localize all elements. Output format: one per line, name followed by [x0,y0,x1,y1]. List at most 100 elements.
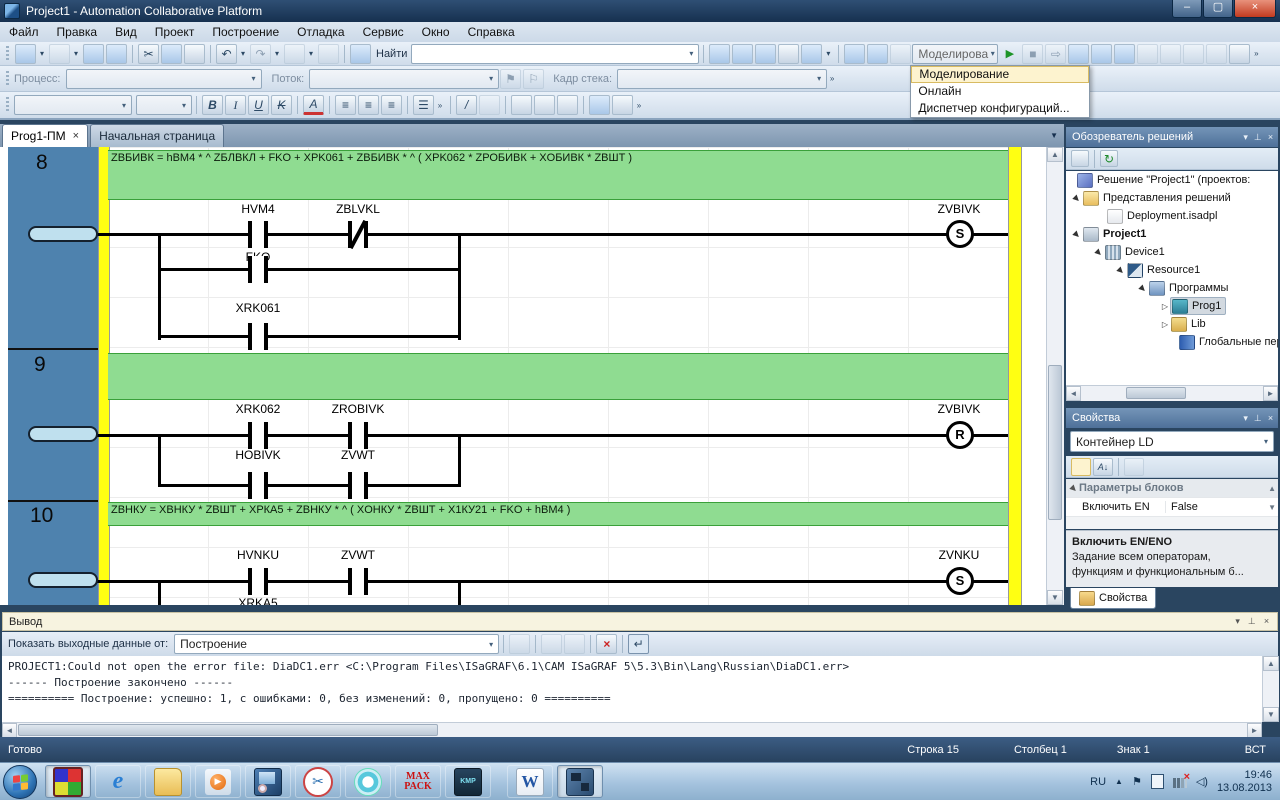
next-message-icon[interactable] [564,634,586,654]
font-size-arrow[interactable]: ▾ [181,100,186,110]
replace-icon[interactable] [755,43,777,64]
expand-icon[interactable]: ▶ [1071,228,1083,240]
rung9-comment[interactable] [108,353,1008,400]
insert-block-icon[interactable] [557,95,578,115]
align-right-icon[interactable]: ≡ [381,95,402,115]
start-debug-icon[interactable]: ▶ [1005,48,1015,60]
scroll-down-icon[interactable]: ▼ [1263,707,1279,722]
coil-set[interactable]: S [946,567,974,595]
grid-scroll-up-icon[interactable]: ▲ [1268,483,1276,493]
rung10-comment[interactable]: ZВНКУ = XВНКУ * ZВШТ + XРКА5 + ZВНКУ * ^… [108,502,1008,526]
close-panel-icon[interactable]: × [1267,412,1273,423]
find-combo[interactable]: ▾ [411,43,700,64]
clipboard-tray-icon[interactable] [1150,774,1164,789]
grid-scroll-down-icon[interactable]: ▼ [1268,502,1276,512]
taskbar-app-acp[interactable] [45,765,91,798]
tree-item-programs[interactable]: ▶ Программы [1137,280,1229,296]
select-mode-icon[interactable] [589,95,610,115]
property-row[interactable]: Включить EN False ▼ [1066,498,1278,517]
tree-item-deployment[interactable]: Deployment.isadpl [1066,207,1278,225]
tab-prog1[interactable]: Prog1-ПМ × [2,124,89,147]
contact-label[interactable]: XRKA5 [238,596,278,605]
contact-no[interactable] [248,472,268,499]
find-combo-arrow[interactable]: ▾ [689,49,694,58]
stack-frame-combo[interactable]: ▾ [617,68,828,89]
execute-cycle-icon[interactable] [1183,43,1205,64]
solution-explorer-header[interactable]: Обозреватель решений ▾ ⊥ × [1066,127,1278,147]
coil-label[interactable]: ZVBIVK [937,402,981,416]
stop-build-icon[interactable] [890,43,912,64]
outline-dropdown-icon[interactable]: ▾ [826,49,831,58]
contact-label[interactable]: XRK061 [235,301,281,315]
pointer-mode-icon[interactable] [612,95,633,115]
taskbar-app-maxpack[interactable]: MAX PACK [395,765,441,798]
coil-label[interactable]: ZVNKU [938,548,980,562]
bold-icon[interactable]: B [202,95,223,115]
prev-message-icon[interactable] [541,634,563,654]
coil-reset[interactable]: R [946,421,974,449]
close-panel-icon[interactable]: × [1267,131,1273,142]
contact-nc[interactable] [348,219,368,250]
contact-no[interactable] [248,221,268,248]
output-filter-combo[interactable]: Построение ▾ [174,634,500,654]
language-indicator[interactable]: RU [1090,775,1107,788]
redo-dropdown-icon[interactable]: ▾ [274,49,279,58]
scroll-down-icon[interactable]: ▼ [1047,590,1063,605]
font-combo-arrow[interactable]: ▾ [121,100,126,110]
collapse-icon[interactable]: ▷ [1161,301,1169,311]
menu-build[interactable]: Построение [212,25,280,39]
italic-icon[interactable]: I [225,95,246,115]
tools-icon[interactable] [778,43,800,64]
expand-icon[interactable]: ▶ [1071,192,1083,204]
font-combo[interactable]: ▾ [14,95,132,115]
output-vscrollbar[interactable]: ▲ ▼ [1262,656,1279,722]
thread-combo-arrow[interactable]: ▾ [489,74,494,83]
expand-icon[interactable]: ▶ [1137,282,1149,294]
insert-contact-icon[interactable] [511,95,532,115]
output-header[interactable]: Вывод ▾ ⊥ × [2,612,1278,631]
maximize-button[interactable]: ▢ [1203,0,1233,18]
taskbar-app-recorder[interactable] [345,765,391,798]
process-combo[interactable]: ▾ [65,68,262,89]
coil-label[interactable]: ZVBIVK [937,202,981,216]
menu-debug[interactable]: Отладка [297,25,345,39]
contact-label[interactable]: HVM4 [241,202,275,216]
window-position-icon[interactable]: ▾ [1243,131,1248,142]
window-position-icon[interactable]: ▾ [1235,616,1240,626]
pin-icon[interactable]: ⊥ [1253,131,1262,142]
menu-help[interactable]: Справка [467,25,515,39]
contact-no[interactable] [248,568,268,595]
expand-icon[interactable]: ▶ [1115,264,1127,276]
mode-option-config-manager[interactable]: Диспетчер конфигураций... [918,101,1070,115]
undo-icon[interactable]: ↶ [216,43,237,64]
pin-icon[interactable]: ⊥ [1253,412,1262,423]
tree-item-globals[interactable]: Глобальные пере [1066,333,1278,351]
open-icon[interactable] [49,43,70,64]
paste-icon[interactable] [184,43,205,64]
find-next-icon[interactable] [709,43,731,64]
strikethrough-icon[interactable]: K [271,95,292,115]
insert-coil-icon[interactable] [534,95,555,115]
taskbar-app-snipping-tool[interactable]: ✂ [295,765,341,798]
minimize-button[interactable]: – [1172,0,1202,18]
close-panel-icon[interactable]: × [1263,616,1269,626]
tab-close-icon[interactable]: × [72,130,80,142]
menu-file[interactable]: Файл [9,25,39,39]
start-button[interactable] [3,764,37,799]
rung8-comment[interactable]: ZВБИВК = hВМ4 * ^ ZБЛВКЛ + FKO + XPK061 … [108,150,1008,200]
step-into-icon[interactable] [1068,43,1090,64]
draw-line-icon[interactable]: / [456,95,477,115]
stop-debug-icon[interactable]: ■ [1022,43,1044,64]
menu-edit[interactable]: Правка [56,25,98,39]
tree-hscroll-thumb[interactable] [1126,387,1186,399]
goto-message-icon[interactable] [509,634,531,654]
target-mode-combo[interactable]: Моделирова ▾ [912,43,999,64]
editor-vscroll-thumb[interactable] [1048,365,1062,520]
property-category-row[interactable]: ▶ Параметры блоков ▲ [1066,479,1278,498]
volume-icon[interactable]: ◁) [1195,776,1208,788]
scroll-right-icon[interactable]: ► [1263,386,1278,401]
upload-target-icon[interactable] [1137,43,1159,64]
taskbar-app-word[interactable]: W [507,765,553,798]
output-hscroll-thumb[interactable] [18,724,438,736]
network-icon[interactable]: × [1172,771,1190,788]
